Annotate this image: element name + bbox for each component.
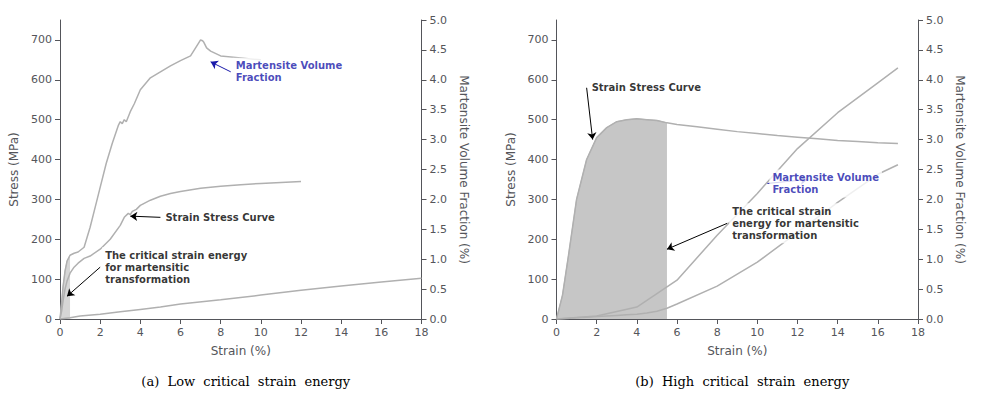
svg-text:18: 18 bbox=[415, 326, 429, 339]
svg-text:500: 500 bbox=[528, 113, 549, 126]
svg-text:2.5: 2.5 bbox=[926, 163, 944, 176]
svg-text:Fraction: Fraction bbox=[772, 184, 818, 195]
svg-text:300: 300 bbox=[31, 193, 52, 206]
svg-text:Martensite Volume: Martensite Volume bbox=[236, 60, 343, 71]
svg-text:2: 2 bbox=[97, 326, 104, 339]
svg-text:2: 2 bbox=[593, 326, 600, 339]
svg-text:16: 16 bbox=[871, 326, 885, 339]
svg-text:3.5: 3.5 bbox=[430, 103, 448, 116]
svg-text:10: 10 bbox=[750, 326, 764, 339]
svg-text:100: 100 bbox=[528, 273, 549, 286]
svg-text:500: 500 bbox=[31, 113, 52, 126]
svg-text:2.5: 2.5 bbox=[430, 163, 448, 176]
svg-text:0.0: 0.0 bbox=[926, 313, 944, 326]
svg-text:5.0: 5.0 bbox=[926, 14, 944, 27]
svg-text:300: 300 bbox=[528, 193, 549, 206]
svg-text:Strain (%): Strain (%) bbox=[211, 344, 271, 358]
svg-text:4.0: 4.0 bbox=[926, 73, 944, 86]
svg-text:(b) High critical strain e: (b) High critical strain energy bbox=[635, 374, 850, 389]
svg-text:The critical strain energy: The critical strain energy bbox=[105, 250, 247, 261]
svg-text:Strain Stress Curve: Strain Stress Curve bbox=[592, 82, 702, 93]
svg-text:2.0: 2.0 bbox=[926, 193, 944, 206]
svg-text:8: 8 bbox=[217, 326, 224, 339]
svg-text:0: 0 bbox=[57, 326, 64, 339]
svg-text:4.0: 4.0 bbox=[430, 73, 448, 86]
svg-text:0.5: 0.5 bbox=[430, 283, 448, 296]
svg-text:(a) Low critical strain en: (a) Low critical strain energy bbox=[141, 374, 350, 389]
svg-text:200: 200 bbox=[31, 233, 52, 246]
svg-text:1.5: 1.5 bbox=[926, 223, 944, 236]
svg-text:1.0: 1.0 bbox=[430, 253, 448, 266]
svg-text:transformation: transformation bbox=[732, 230, 817, 241]
svg-text:6: 6 bbox=[674, 326, 681, 339]
svg-text:Strain Stress Curve: Strain Stress Curve bbox=[165, 212, 275, 223]
svg-text:200: 200 bbox=[528, 233, 549, 246]
svg-text:3.0: 3.0 bbox=[926, 133, 944, 146]
svg-text:10: 10 bbox=[254, 326, 268, 339]
svg-text:5.0: 5.0 bbox=[430, 14, 448, 27]
svg-text:12: 12 bbox=[294, 326, 308, 339]
svg-text:0: 0 bbox=[542, 313, 549, 326]
svg-text:Strain (%): Strain (%) bbox=[707, 344, 767, 358]
svg-text:Stress (MPa): Stress (MPa) bbox=[7, 132, 21, 206]
svg-text:600: 600 bbox=[528, 73, 549, 86]
svg-text:100: 100 bbox=[31, 273, 52, 286]
svg-text:600: 600 bbox=[31, 73, 52, 86]
svg-text:16: 16 bbox=[374, 326, 388, 339]
svg-text:Fraction: Fraction bbox=[236, 72, 282, 83]
svg-text:700: 700 bbox=[31, 33, 52, 46]
svg-text:The critical strain: The critical strain bbox=[732, 206, 831, 217]
svg-text:18: 18 bbox=[911, 326, 925, 339]
svg-text:12: 12 bbox=[791, 326, 805, 339]
svg-text:Martensite Volume: Martensite Volume bbox=[772, 172, 879, 183]
svg-text:2.0: 2.0 bbox=[430, 193, 448, 206]
svg-text:Stress (MPa): Stress (MPa) bbox=[504, 132, 518, 206]
svg-text:6: 6 bbox=[177, 326, 184, 339]
svg-text:1.0: 1.0 bbox=[926, 253, 944, 266]
svg-text:Martensite Volume Fraction (%): Martensite Volume Fraction (%) bbox=[457, 75, 471, 264]
svg-text:14: 14 bbox=[334, 326, 348, 339]
svg-text:700: 700 bbox=[528, 33, 549, 46]
svg-text:for martensitic: for martensitic bbox=[105, 262, 189, 273]
svg-text:4: 4 bbox=[137, 326, 144, 339]
svg-text:400: 400 bbox=[528, 153, 549, 166]
svg-text:0: 0 bbox=[45, 313, 52, 326]
svg-text:4.5: 4.5 bbox=[926, 43, 944, 56]
svg-text:14: 14 bbox=[831, 326, 845, 339]
svg-text:energy for martensitic: energy for martensitic bbox=[732, 218, 859, 229]
svg-text:transformation: transformation bbox=[105, 274, 190, 285]
svg-text:1.5: 1.5 bbox=[430, 223, 448, 236]
svg-text:4.5: 4.5 bbox=[430, 43, 448, 56]
svg-text:400: 400 bbox=[31, 153, 52, 166]
svg-text:0.5: 0.5 bbox=[926, 283, 944, 296]
svg-text:Martensite Volume Fraction (%): Martensite Volume Fraction (%) bbox=[953, 75, 967, 264]
svg-text:0.0: 0.0 bbox=[430, 313, 448, 326]
svg-text:4: 4 bbox=[633, 326, 640, 339]
svg-text:0: 0 bbox=[553, 326, 560, 339]
svg-text:8: 8 bbox=[714, 326, 721, 339]
svg-text:3.0: 3.0 bbox=[430, 133, 448, 146]
svg-text:3.5: 3.5 bbox=[926, 103, 944, 116]
